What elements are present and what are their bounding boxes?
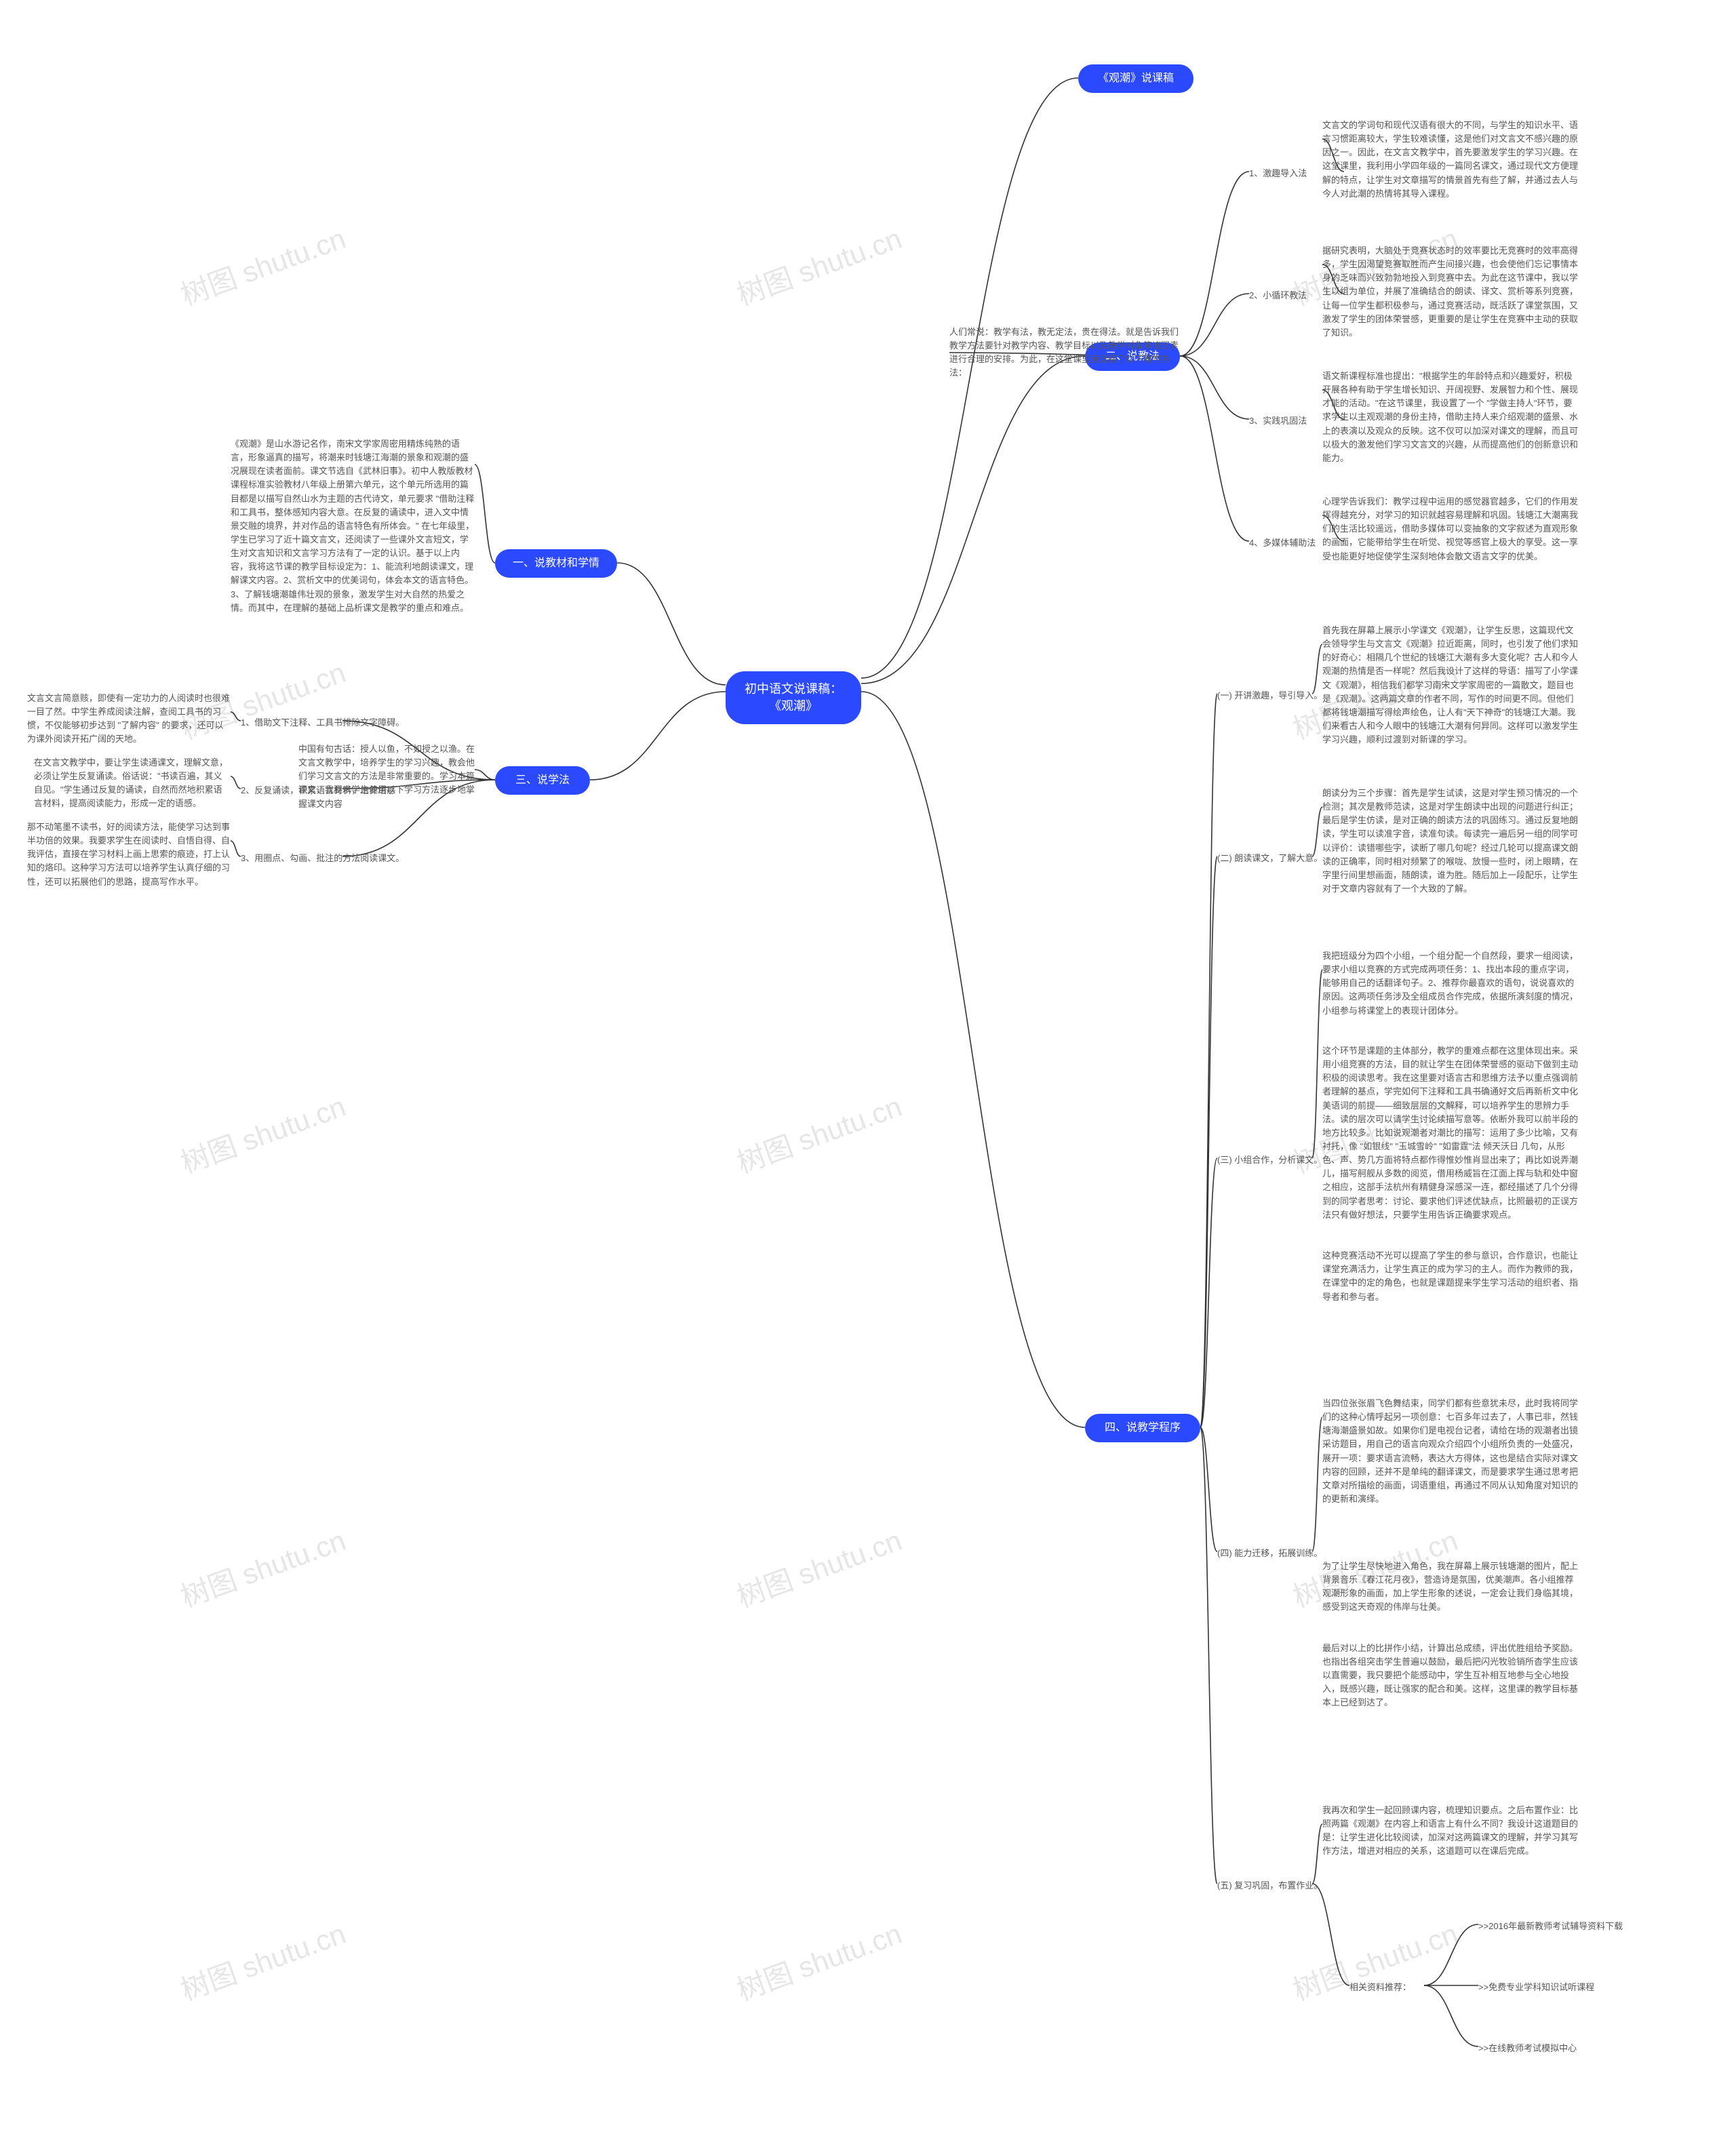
leaf-label: 2、反复诵读，积累语言材料，培养语感 [241, 783, 395, 796]
watermark: 树图 shutu.cn [1286, 1911, 1463, 2008]
leaf-text: 这个环节是课题的主体部分，教学的重难点都在这里体现出来。采用小组竞赛的方法，目的… [1322, 1044, 1580, 1304]
leaf-label: 3、用圈点、勾画、批注的方法阅读课文。 [241, 851, 404, 864]
branch-intro-text: 《观潮》是山水游记名作，南宋文学家周密用精炼纯熟的语言，形象逼真的描写，将潮来时… [231, 437, 475, 615]
leaf-text: 语文新课程标准也提出："根据学生的年龄特点和兴趣爱好，积极开展各种有助于学生增长… [1322, 370, 1580, 465]
leaf-text: 心理学告诉我们：教学过程中运用的感觉器官越多，它们的作用发挥得越充分，对学习的知… [1322, 495, 1580, 563]
leaf-text: 为了让学生尽快地进入角色，我在屏幕上展示钱塘潮的图片，配上背景音乐《春江花月夜》… [1322, 1560, 1580, 1710]
leaf-intro-text: 我把班级分为四个小组，一个组分配一个自然段，要求一组阅读，要求小组以竞赛的方式完… [1322, 949, 1580, 1018]
leaf-label: 3、实践巩固法 [1249, 414, 1307, 427]
leaf-intro-text: 我再次和学生一起回顾课内容，梳理知识要点。之后布置作业：比照两篇《观潮》在内容上… [1322, 1804, 1580, 1859]
watermark: 树图 shutu.cn [174, 216, 351, 313]
root-node: 初中语文说课稿：《观潮》 [726, 671, 861, 724]
watermark: 树图 shutu.cn [730, 1518, 907, 1615]
leaf-text: 据研究表明，大脑处于竞赛状态时的效率要比无竞赛时的效率高得多，学生因渴望竞赛取胜… [1322, 244, 1580, 340]
resource-link[interactable]: >>在线教师考试模拟中心 [1478, 2041, 1577, 2054]
leaf-label: 1、借助文下注释、工具书排除文字障碍。 [241, 715, 404, 728]
watermark: 树图 shutu.cn [730, 1911, 907, 2008]
leaf-intro-text: 当四位张张眉飞色舞结束，同学们都有些意犹未尽，此时我将同学们的这种心情呼起另一项… [1322, 1397, 1580, 1506]
mindmap-canvas: 树图 shutu.cn 树图 shutu.cn 树图 shutu.cn 树图 shut… [0, 0, 1736, 2138]
leaf-label: 1、激趣导入法 [1249, 166, 1307, 179]
leaf-label: (四) 能力迁移，拓展训练。 [1217, 1546, 1322, 1559]
leaf-label: 2、小循环教法 [1249, 288, 1307, 301]
leaf-text: 首先我在屏幕上展示小学课文《观潮》，让学生反思，这篇现代文会领导学生与文言文《观… [1322, 624, 1580, 747]
resource-link[interactable]: >>2016年最新教师考试辅导资料下载 [1478, 1919, 1623, 1932]
branch-node: 《观潮》说课稿 [1078, 64, 1194, 93]
branch-intro-text: 人们常说：教学有法，教无定法，贵在得法。就是告诉我们教学方法要针对教学内容、教学… [949, 325, 1180, 380]
branch-node: 三、说学法 [495, 766, 590, 795]
leaf-text: 文言文言简意赅，即使有一定功力的人阅读时也很难一目了然。中学生养成阅读注解，查阅… [27, 692, 231, 747]
branch-intro-text: 中国有句古话：授人以鱼，不如授之以渔。在文言文教学中，培养学生的学习兴趣，教会他… [298, 743, 475, 811]
branch-node: 四、说教学程序 [1085, 1414, 1200, 1442]
watermark: 树图 shutu.cn [730, 216, 907, 313]
watermark: 树图 shutu.cn [174, 1084, 351, 1181]
branch-node: 一、说教材和学情 [495, 549, 617, 578]
leaf-text: 文言文的学词句和现代汉语有很大的不同，与学生的知识水平、语言习惯距离较大，学生较… [1322, 119, 1580, 201]
leaf-text: 在文言文教学中，要让学生读通课文，理解文意，必须让学生反复诵读。俗话说："书读百… [34, 756, 231, 811]
leaf-label: 4、多媒体辅助法 [1249, 536, 1316, 549]
watermark: 树图 shutu.cn [730, 1084, 907, 1181]
leaf-label: (五) 复习巩固，布置作业。 [1217, 1878, 1322, 1891]
leaf-label: (二) 朗读课文，了解大意。 [1217, 851, 1322, 864]
watermark: 树图 shutu.cn [174, 1911, 351, 2008]
resource-link[interactable]: >>免费专业学科知识试听课程 [1478, 1980, 1594, 1993]
watermark: 树图 shutu.cn [174, 1518, 351, 1615]
leaf-text: 那不动笔墨不读书，好的阅读方法，能使学习达到事半功倍的效果。我要求学生在阅读时、… [27, 820, 231, 889]
sub-label: 相关资料推荐： [1349, 1980, 1411, 1993]
leaf-label: (一) 开讲激趣，导引导入。 [1217, 688, 1322, 701]
leaf-label: (三) 小组合作，分析课文。 [1217, 1153, 1322, 1166]
leaf-text: 朗读分为三个步骤：首先是学生试读，这是对学生预习情况的一个检测；其次是教师范读，… [1322, 787, 1580, 896]
